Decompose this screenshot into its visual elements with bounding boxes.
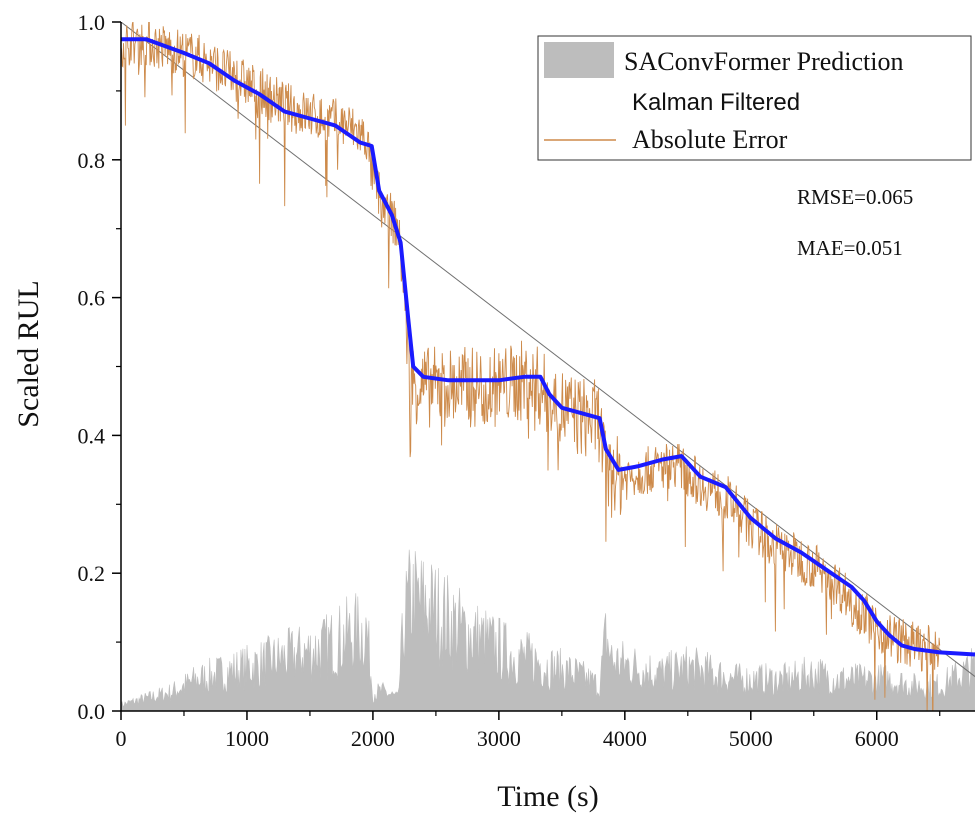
axes: 0 1000 2000 3000 4000 5000 6000 0.0 0.2 0.4 0.6 0.8… [78, 10, 975, 751]
y-tick-label: 0.0 [78, 699, 106, 724]
legend-swatch-prediction [544, 42, 614, 78]
series-area-prediction [121, 549, 975, 711]
x-tick-label: 1000 [225, 726, 269, 751]
x-tick-label: 0 [116, 726, 127, 751]
x-tick-label: 2000 [351, 726, 395, 751]
reference-line [121, 22, 975, 677]
mae-annotation: MAE=0.051 [797, 236, 903, 260]
series-group [121, 22, 975, 711]
series-line-kalman [121, 37, 975, 657]
x-tick-label: 4000 [603, 726, 647, 751]
y-tick-label: 0.6 [78, 286, 106, 311]
rmse-annotation: RMSE=0.065 [797, 185, 913, 209]
x-tick-label: 5000 [729, 726, 773, 751]
x-axis-title: Time (s) [497, 780, 598, 813]
y-tick-label: 1.0 [78, 10, 106, 35]
plot-area [121, 22, 975, 711]
legend-label-error: Absolute Error [632, 125, 788, 154]
x-tick-label: 3000 [477, 726, 521, 751]
x-tick-label: 6000 [855, 726, 899, 751]
y-tick-label: 0.8 [78, 148, 106, 173]
series-line-absolute-error [121, 22, 941, 711]
legend-label-kalman: Kalman Filtered [632, 89, 800, 116]
y-axis-title: Scaled RUL [12, 280, 45, 427]
y-tick-label: 0.4 [78, 423, 106, 448]
legend: SAConvFormer Prediction Kalman Filtered … [537, 35, 972, 161]
y-tick-label: 0.2 [78, 561, 106, 586]
legend-label-prediction: SAConvFormer Prediction [624, 47, 904, 76]
